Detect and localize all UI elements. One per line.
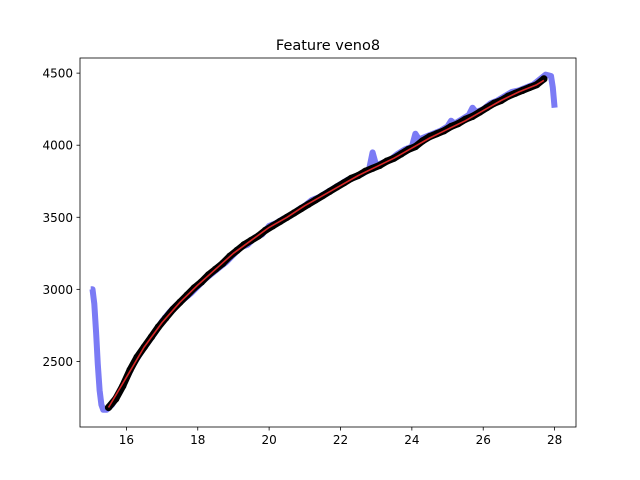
x-tick-label: 22	[333, 433, 348, 447]
y-axis-ticks: 2500 3000 3500 4000 4500	[42, 67, 80, 369]
series-1-trace	[105, 75, 548, 411]
y-tick-label: 4000	[42, 139, 73, 153]
x-tick-label: 16	[119, 433, 134, 447]
chart-title: Feature veno8	[276, 38, 380, 54]
series-0-line	[89, 71, 558, 413]
x-tick-label: 20	[261, 433, 276, 447]
y-tick-label: 3500	[42, 211, 73, 225]
x-tick-label: 18	[190, 433, 205, 447]
plot-frame	[79, 57, 577, 428]
x-tick-label: 26	[476, 433, 491, 447]
x-tick-label: 24	[404, 433, 419, 447]
x-axis-ticks: 16 18 20 22 24 26 28	[119, 427, 562, 447]
x-tick-label: 28	[547, 433, 562, 447]
plot-series-layer	[89, 71, 558, 413]
y-tick-label: 2500	[42, 355, 73, 369]
y-tick-label: 4500	[42, 67, 73, 81]
y-tick-label: 3000	[42, 283, 73, 297]
series-2-line	[107, 79, 545, 408]
